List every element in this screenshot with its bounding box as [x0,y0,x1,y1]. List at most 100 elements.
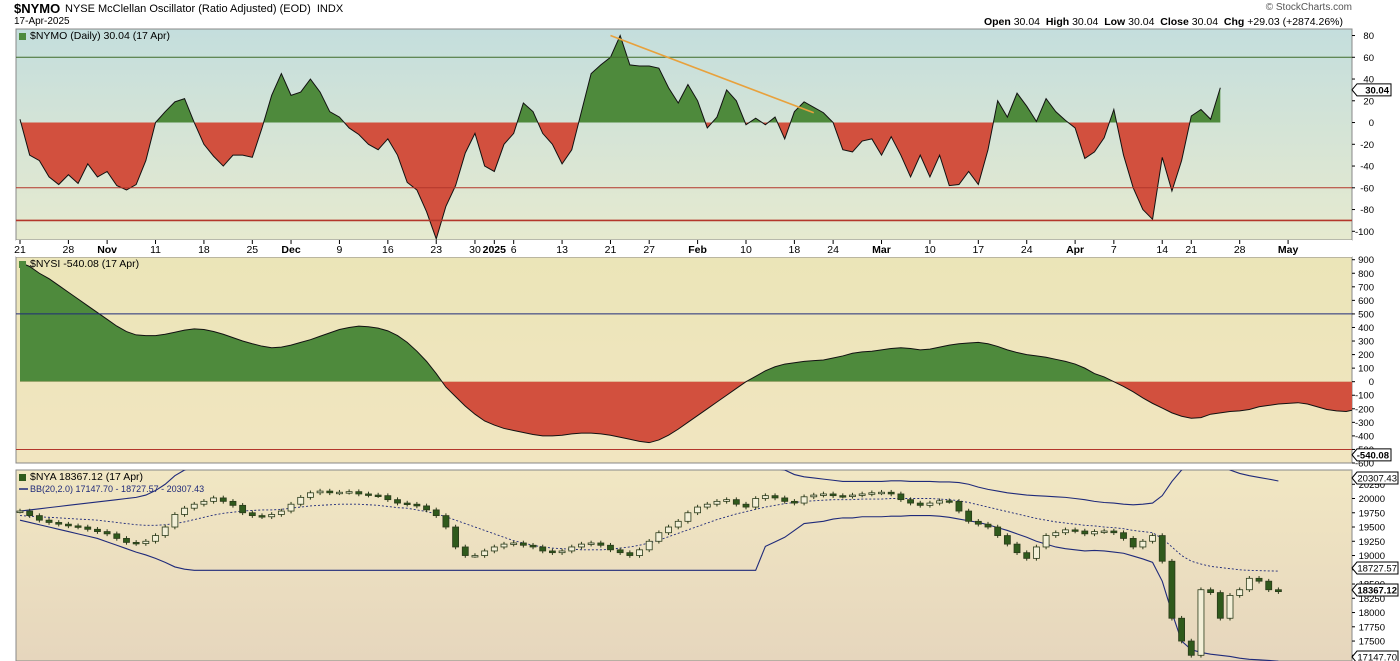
candle-body [452,526,460,548]
trendline [610,34,815,114]
y-tick-label: 17500 [1359,637,1385,648]
bollinger-lower [19,515,1279,661]
panel-2-plot [16,261,1352,450]
candle-body [306,492,314,498]
candle-body [916,502,924,506]
candle-body [820,493,827,496]
candle-body [1197,589,1205,656]
last-value-label: 20307.43 [1357,474,1397,485]
candle-body [26,510,34,517]
candle-body [1033,546,1040,559]
candle-body [558,550,566,554]
negative-area [442,381,1352,443]
candle-body [655,532,663,542]
candle-body [229,500,237,506]
candle-body [1071,529,1079,532]
candle-body [636,549,643,556]
candle-body [461,546,469,556]
date-tick-label: 27 [643,244,655,256]
candle-body [849,494,856,497]
candle-body [413,503,421,507]
candle-body [791,500,798,504]
positive-area [20,262,1352,382]
close-value: 30.04 [1191,16,1219,28]
candle-body [742,503,750,508]
y-tick-label: 20 [1363,96,1374,107]
date-axis-band [16,240,1352,257]
candle-body [1081,530,1089,535]
candle-body [500,543,508,548]
candle-body [384,495,392,501]
date-tick-label: 7 [1111,244,1117,256]
candle-body [510,542,518,545]
candle-body [694,506,701,514]
candle-body [626,552,634,556]
y-tick-label: 300 [1358,337,1374,348]
candle-body [132,542,140,545]
y-tick-label: -80 [1360,205,1374,216]
candle-body [297,496,305,505]
candle-plot [16,470,1282,661]
candle-body [713,500,721,505]
y-tick-label: 19750 [1359,508,1385,519]
y-tick-label: 600 [1358,296,1374,307]
last-value-marker [1351,448,1392,462]
candle-body [761,495,769,499]
series-line [19,261,1352,444]
candle-body [1187,640,1195,656]
last-value-marker [1351,583,1399,597]
candle-body [616,549,624,554]
panel-title: $NYMO (Daily) 30.04 (17 Apr) [30,30,170,42]
panel-3-background [15,469,1353,661]
y-tick-label: 19500 [1359,523,1385,534]
candle-body [239,504,247,514]
candle-body [674,520,682,528]
y-tick-label: 0 [1369,118,1374,129]
y-tick-label: 18250 [1359,594,1385,605]
close-label: Close [1160,16,1189,28]
symbol-description: NYSE McClellan Oscillator (Ratio Adjuste… [65,3,343,15]
candle-body [858,493,866,496]
open-label: Open [983,16,1011,28]
last-value-label: -540.08 [1357,450,1389,461]
candle-body [645,540,653,551]
candle-body [345,491,353,494]
date-tick-label: 6 [511,244,517,256]
candle-body [665,526,672,534]
candle-body [732,499,740,505]
candle-body [423,505,430,511]
date-tick-label: 14 [1156,244,1168,256]
candle-body [471,555,479,558]
candle-body [1013,543,1021,554]
last-value-label: 30.04 [1365,85,1389,96]
candle-body [907,499,914,504]
candle-body [171,514,179,528]
date-tick-label: 10 [924,244,936,256]
date-tick-label: Mar [872,244,891,256]
candle-body [1003,535,1011,545]
candle-body [336,491,343,495]
date-tick-label: 11 [150,244,161,256]
bollinger-upper [19,470,1279,512]
candle-body [887,491,895,495]
candle-body [771,495,779,499]
candle-body [1042,535,1050,548]
candle-body [161,526,169,536]
candle-body [1226,595,1234,619]
candle-body [1168,560,1176,619]
candle-body [16,510,24,513]
source-credit: © StockCharts.com [1265,2,1352,13]
y-tick-label: 100 [1358,364,1374,375]
candle-body [103,531,111,535]
ohlc-readout: Open 30.04 High 30.04 Low 30.04 Close 30… [984,16,1343,28]
candle-body [578,543,585,548]
low-label: Low [1104,16,1126,28]
candle-body [839,495,847,498]
candle-body [926,502,934,506]
last-value-marker [1351,561,1399,575]
last-value-label: 18367.12 [1357,586,1397,597]
candle-body [1236,589,1244,596]
candle-body [94,528,101,532]
candle-body [248,512,256,517]
